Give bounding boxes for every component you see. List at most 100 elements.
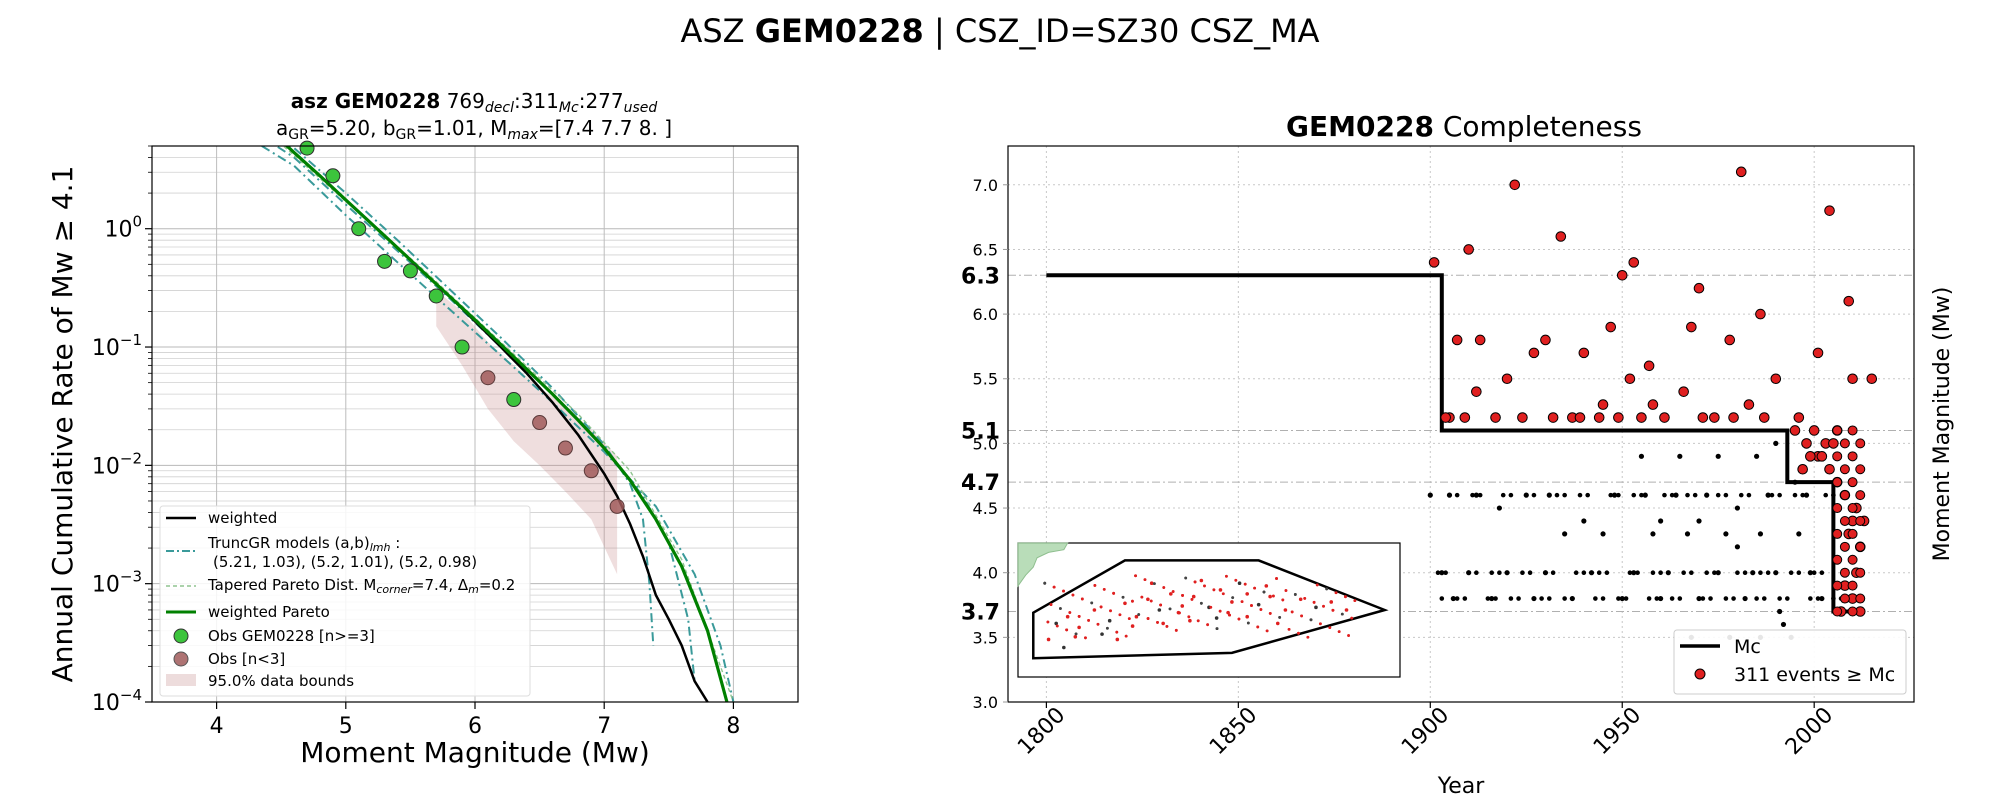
event-above-mc-band [1832, 503, 1843, 514]
inset-event-dot-fill [1105, 626, 1109, 630]
obs-point [454, 339, 470, 355]
event-point-band [1570, 596, 1575, 601]
obs-point [325, 168, 341, 184]
event-above-mc [1805, 451, 1816, 462]
event-point-band [1577, 492, 1583, 498]
event-point-band [1616, 596, 1621, 601]
obs-small-point [583, 463, 599, 479]
event-point [1642, 492, 1648, 498]
completeness-ytick-label: 3.0 [973, 693, 998, 712]
event-point-band [1516, 596, 1521, 601]
event-above-mc [1490, 412, 1501, 423]
event-above-mc [1824, 205, 1835, 216]
inset-event-dot-fill [1278, 615, 1282, 619]
rate-xtick-label: 8 [726, 714, 740, 739]
event-point-band [1658, 570, 1663, 575]
inset-event-dot-fill [1171, 590, 1175, 593]
rate-chart-subtitle: aGR=5.20, bGR=1.01, Mmax=[7.4 7.7 8. ] [276, 116, 672, 143]
event-above-mc-band [1839, 593, 1850, 604]
event-above-mc [1643, 360, 1655, 372]
event-point [1734, 544, 1741, 550]
event-above-mc-band [1832, 477, 1843, 488]
event-point [1780, 621, 1787, 628]
inset-event-dot [1180, 604, 1185, 608]
inset-event-dot-fill [1334, 591, 1338, 595]
inset-event-dot-fill [1337, 630, 1341, 634]
inset-event-dot-fill [1203, 584, 1206, 588]
event-point [1650, 531, 1656, 537]
inset-event-dot [1100, 632, 1104, 636]
event-above-mc [1628, 257, 1640, 268]
event-point [1439, 570, 1445, 576]
inset-event-dot-fill [1347, 634, 1350, 637]
inset-event-dot [1123, 601, 1127, 606]
event-point-band [1520, 570, 1525, 575]
inset-event-dot-fill [1353, 599, 1357, 603]
figure-title-suffix: | CSZ_ID=SZ30 CSZ_MA [924, 12, 1320, 50]
inset-event-dot [1218, 588, 1223, 592]
event-above-mc-band [1855, 490, 1866, 501]
event-above-mc [1847, 373, 1858, 385]
inset-event-dot [1157, 608, 1162, 612]
event-above-mc-band [1847, 606, 1858, 617]
inset-event-dot-fill [1234, 578, 1238, 582]
inset-event-dot-fill [1134, 574, 1137, 578]
event-point-band [1497, 570, 1502, 575]
obs-small-point [532, 415, 548, 431]
event-above-mc-band [1839, 515, 1850, 526]
legend-swatch-obs [173, 628, 189, 644]
event-point-band [1562, 492, 1567, 498]
event-above-mc [1593, 412, 1605, 423]
inset-event-dot-fill [1096, 622, 1100, 626]
event-above-mc [1797, 463, 1808, 475]
completeness-ytick-label: 5.5 [973, 370, 998, 389]
event-point-band [1758, 570, 1763, 575]
inset-event-dot [1283, 608, 1288, 612]
event-above-mc [1463, 244, 1474, 255]
inset-event-dot-fill [1325, 587, 1329, 591]
event-point-band [1489, 570, 1495, 575]
event-point [1750, 570, 1756, 576]
event-point [1715, 570, 1721, 576]
inset-event-dot-fill [1318, 622, 1322, 626]
inset-event-dot-fill [1178, 611, 1181, 615]
legend-swatch-obs-small [173, 651, 189, 667]
event-above-mc [1624, 373, 1636, 385]
event-point [1619, 595, 1625, 602]
completeness-ytick-label: 6.0 [973, 305, 998, 324]
inset-event-dot-fill [1071, 593, 1075, 597]
event-point-band [1546, 596, 1552, 601]
legend-truncgr: TruncGR models (a,b)lmh : [207, 534, 400, 554]
inset-event-dot-fill [1193, 580, 1197, 584]
event-point [1581, 518, 1587, 524]
event-point-band [1454, 596, 1460, 601]
inset-event-dot-fill [1152, 582, 1156, 586]
event-point [1611, 492, 1618, 498]
event-above-mc-band [1855, 515, 1866, 526]
inset-event-dot-fill [1143, 578, 1147, 582]
rate-chart-lines [261, 146, 735, 702]
all-events [1427, 440, 1844, 640]
event-above-mc-band [1832, 425, 1843, 436]
rate-xtick-label: 5 [339, 714, 353, 739]
completeness-title-rest: Completeness [1434, 110, 1642, 143]
inset-event-dot-fill [1087, 618, 1090, 622]
completeness-frame [1007, 145, 1915, 703]
inset-event-dot-fill [1159, 603, 1163, 607]
inset-event-dot-fill [1046, 620, 1050, 624]
event-point [1638, 453, 1645, 459]
inset-event-dot-fill [1209, 605, 1213, 609]
inset-event-dot-fill [1293, 593, 1297, 596]
event-above-mc-band [1847, 554, 1858, 565]
legend-events: 311 events ≥ Mc [1734, 664, 1895, 686]
event-point [1684, 531, 1691, 537]
event-point-band [1531, 492, 1537, 498]
event-point-band [1681, 570, 1686, 575]
event-above-mc-band [1847, 477, 1858, 488]
event-point-band [1712, 570, 1717, 575]
rate-xtick-label: 6 [468, 714, 482, 739]
obs-small-point [557, 440, 573, 456]
figure-title-prefix: ASZ [680, 12, 754, 50]
rate-chart-title-bold: asz GEM0228 [291, 89, 441, 113]
inset-event-dot-fill [1121, 595, 1125, 599]
